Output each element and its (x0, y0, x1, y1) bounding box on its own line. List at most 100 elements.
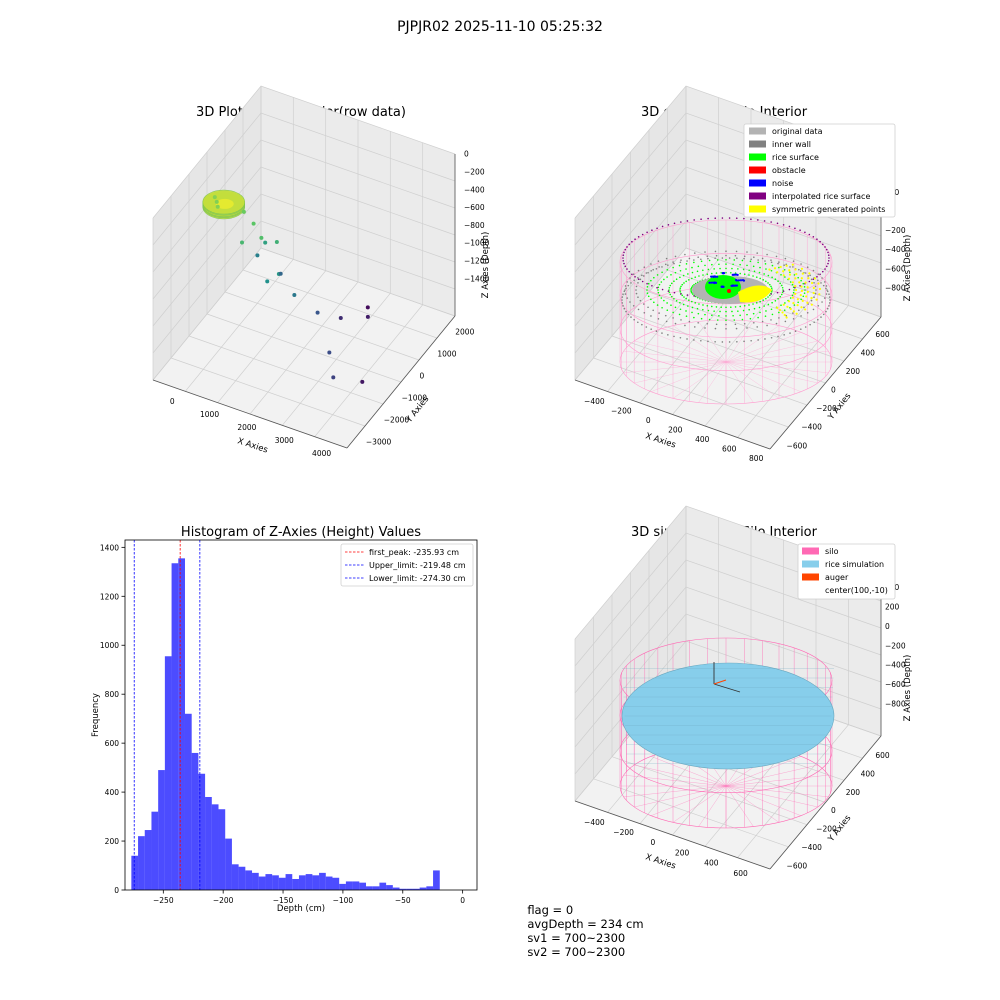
panel4-silo-floor-spoke (725, 785, 754, 827)
panel2-rice-surface-point (739, 314, 741, 317)
panel2-rice-surface-point (734, 323, 737, 326)
panel2-interpolated-point (631, 240, 633, 243)
histogram-bar (138, 836, 145, 890)
panel1-point (278, 271, 283, 276)
panel2-rice-surface-point (679, 308, 682, 311)
panel2-rice-surface-point (698, 275, 700, 277)
panel2-rice-surface-point (632, 304, 635, 307)
p1-z-tick: −1000 (464, 239, 490, 248)
panel2-rice-surface-point (693, 261, 695, 264)
panel2-rice-surface-point (733, 259, 736, 261)
panel2-rice-surface-point (752, 303, 754, 305)
panel2-rice-surface-point (650, 263, 652, 265)
histogram-bar (372, 886, 380, 890)
panel2-inner-wall-point (817, 318, 819, 321)
panel2-interpolated-point (804, 231, 806, 234)
panel2-rice-surface-point (694, 302, 697, 304)
panel2-legend-frame (743, 123, 896, 218)
panel2-inner-wall-point (679, 336, 682, 339)
panel2-interpolated-point (626, 246, 628, 248)
histogram-y-ticks: 0 200 400 600 800 1000 1200 1400 (100, 543, 125, 895)
panel2-rice-surface-point (725, 250, 727, 252)
panel2-interpolated-point (812, 278, 815, 280)
panel2-symmetric-point (806, 290, 809, 293)
panel2-rice-surface-point (739, 272, 742, 275)
panel2-rice-surface-point (739, 305, 742, 308)
panel2-rice-surface-point (756, 326, 759, 328)
panel2-rice-surface-point (666, 268, 669, 271)
panel4-silo-floor-spoke (698, 785, 727, 827)
panel2-inner-wall-point (621, 302, 624, 304)
panel2-rice-surface-point (707, 268, 710, 271)
p4-x-tick: 600 (733, 869, 748, 878)
panel2-interpolated-point (788, 225, 791, 228)
panel2-inner-wall-point (809, 323, 811, 326)
panel2-interpolated-point (686, 220, 689, 222)
panel-simulation: 3D simulation of Silo Interior −400−2000… (574, 505, 913, 878)
panel2-rice-surface-point (687, 305, 689, 307)
panel2-rice-surface-point (763, 305, 765, 307)
panel2-rice-surface-point (748, 304, 750, 306)
panel2-inner-wall-point (770, 261, 773, 264)
panel2-inner-wall-point (828, 296, 831, 298)
panel2-interpolated-point (770, 293, 772, 295)
histogram-bar (412, 888, 420, 890)
panel2-inner-wall-point (764, 260, 766, 262)
histogram-legend-label: Lower_limit: -274.30 cm (369, 574, 466, 583)
panel2-interpolated-point (641, 280, 644, 283)
panel2-silo-floor-spoke (725, 321, 754, 363)
panel2-interpolated-point (622, 259, 625, 262)
panel2-rice-surface-point (646, 286, 649, 288)
panel2-inner-wall-point (641, 323, 643, 326)
panel2-rice-surface-point (759, 300, 761, 303)
panel2-rice-surface-point (804, 289, 806, 291)
panel2-interpolated-point (825, 265, 828, 268)
panel2-symmetric-point (779, 265, 782, 269)
panel2-rice-surface-point (704, 264, 706, 267)
panel2-inner-wall-point (825, 287, 827, 290)
panel2-rice-surface-point (668, 286, 671, 289)
panel2-symmetric-point (792, 302, 795, 305)
panel2-rice-surface-point (779, 282, 782, 285)
histogram-bar (231, 864, 239, 890)
panel2-interpolated-point (828, 257, 830, 259)
panel2-interpolated-point (788, 288, 791, 291)
panel2-symmetric-point (818, 293, 821, 296)
panel1-gridline (152, 85, 456, 219)
p4-y-tick: −600 (787, 861, 808, 870)
panel2-rice-surface-point (642, 275, 645, 277)
panel2-interpolated-point (799, 229, 801, 232)
panel2-legend-label: symmetric generated points (772, 205, 885, 214)
panel2-axis-line (769, 316, 882, 450)
panel2-silo-floor-spoke (623, 361, 727, 374)
panel4-x-ticks: −400 −200 0 200 400 600 (584, 818, 748, 878)
panel2-interpolated-point (816, 238, 818, 241)
histogram-y-tick: 0 (114, 886, 119, 895)
p2-y-tick: 600 (875, 330, 890, 339)
panel4-z-label: Z Axies (Depth) (903, 655, 913, 722)
panel2-rice-surface-point (752, 275, 754, 277)
panel2-inner-wall-point (777, 262, 779, 265)
panel2-rice-surface-point (783, 268, 786, 271)
panel2-axis-line (574, 379, 771, 450)
panel2-rice-surface-point (685, 280, 687, 283)
panel2-inner-wall-point (820, 316, 822, 318)
panel2-symmetric-point (788, 269, 791, 272)
panel2-rice-surface-point (685, 263, 688, 265)
panel2-inner-wall-point (667, 264, 669, 266)
panel2-interpolated-point (821, 243, 824, 246)
panel2-interpolated-point (827, 251, 829, 254)
panel2-symmetric-point (795, 272, 798, 276)
p4-z-tick: −400 (885, 661, 906, 670)
panel2-interpolated-point (776, 222, 779, 225)
panel2-symmetric-point (805, 295, 808, 298)
panel2-interpolated-point (821, 270, 824, 273)
panel2-noise-point (722, 271, 725, 275)
panel2-interpolated-point (714, 217, 717, 220)
panel2-inner-wall-point (621, 299, 623, 301)
panel2-rice-surface-point (753, 256, 755, 258)
panel2-rice-surface-point (800, 279, 802, 282)
p4-y-tick: −400 (801, 843, 822, 852)
panel2-rice-surface-point (674, 322, 677, 325)
histogram-bar (345, 881, 353, 890)
